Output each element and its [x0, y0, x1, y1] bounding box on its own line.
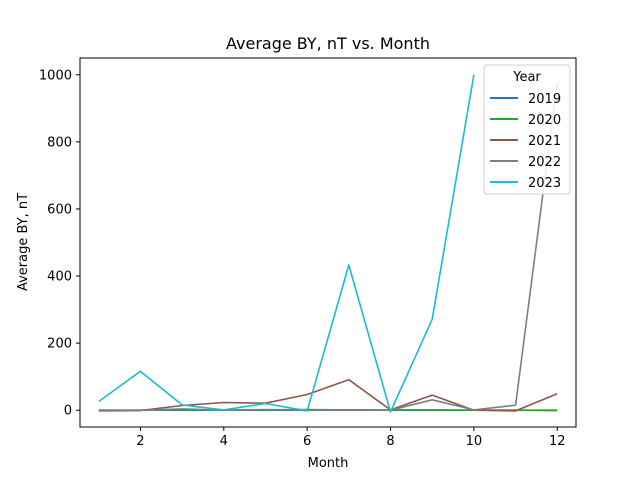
x-tick-label: 8: [386, 434, 394, 449]
series-line-2021: [98, 378, 558, 412]
series-lines: [98, 74, 558, 413]
series-line-2022: [98, 83, 558, 412]
y-tick-label: 200: [47, 337, 72, 352]
title-layer: Average BY, nT vs. Month Month Average B…: [16, 34, 430, 471]
y-tick-label: 0: [64, 404, 72, 419]
legend-label-2022: 2022: [528, 155, 561, 170]
y-tick-label: 600: [47, 202, 72, 217]
y-axis-label: Average BY, nT: [16, 193, 31, 291]
series-line-2023: [98, 74, 475, 413]
legend-label-2019: 2019: [528, 92, 561, 107]
ticks-layer: 2 4 6 8 10 12 0 200 400 600 800 1000: [39, 68, 566, 449]
legend-label-2020: 2020: [528, 113, 561, 128]
x-tick-label: 4: [220, 434, 228, 449]
x-tick-label: 6: [303, 434, 311, 449]
legend-label-2023: 2023: [528, 176, 561, 191]
y-tick-label: 800: [47, 135, 72, 150]
legend-title: Year: [512, 70, 541, 85]
chart-title: Average BY, nT vs. Month: [226, 34, 430, 53]
legend-label-2021: 2021: [528, 134, 561, 149]
x-tick-label: 10: [466, 434, 483, 449]
legend: Year 2019 2020 2021 2022 2023: [483, 64, 571, 195]
y-tick-label: 400: [47, 270, 72, 285]
y-tick-label: 1000: [39, 68, 72, 83]
x-axis-label: Month: [308, 456, 349, 471]
x-tick-label: 12: [549, 434, 566, 449]
plot-frame: [79, 57, 577, 428]
x-tick-label: 2: [136, 434, 144, 449]
